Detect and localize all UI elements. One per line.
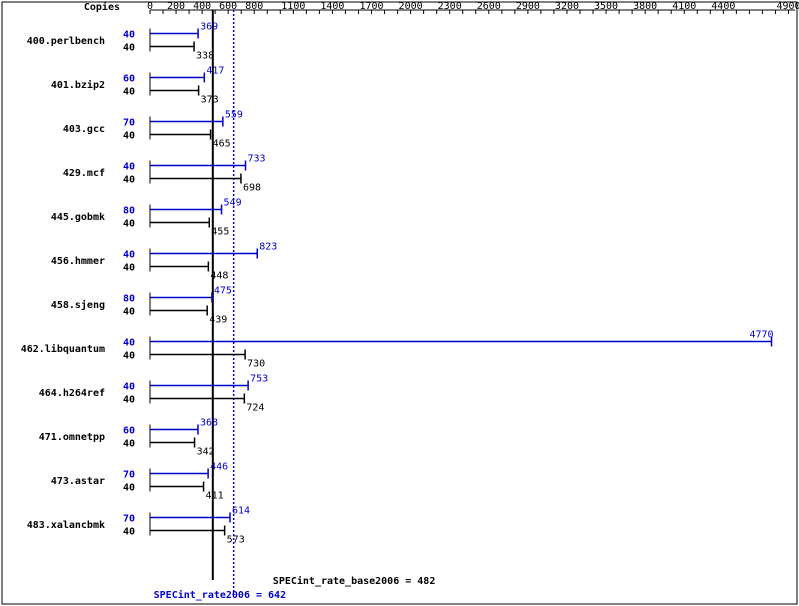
base-value-label: 455 (211, 227, 229, 238)
base-copies: 40 (123, 395, 135, 406)
benchmark-name: 445.gobmk (51, 212, 105, 223)
peak-copies: 40 (123, 162, 135, 173)
benchmark-name: 456.hmmer (51, 256, 105, 267)
base-value-label: 573 (227, 535, 245, 546)
base-value-label: 698 (243, 183, 261, 194)
peak-value-label: 733 (248, 154, 266, 165)
base-value-label: 724 (246, 403, 264, 414)
benchmark-name: 464.h264ref (39, 388, 105, 399)
base-copies: 40 (123, 175, 135, 186)
peak-copies: 40 (123, 30, 135, 41)
benchmark-name: 462.libquantum (21, 343, 105, 355)
benchmark-name: 403.gcc (63, 124, 105, 135)
peak-value-label: 369 (200, 22, 218, 33)
base-copies: 40 (123, 483, 135, 494)
peak-copies: 40 (123, 338, 135, 349)
benchmark-name: 400.perlbench (27, 36, 105, 47)
peak-copies: 70 (123, 514, 135, 525)
spec-chart: 0200400600800110014001700200023002600290… (0, 0, 799, 606)
base-copies: 40 (123, 263, 135, 274)
peak-copies: 80 (123, 294, 135, 305)
base-copies: 40 (123, 527, 135, 538)
base-value-label: 342 (197, 447, 215, 458)
benchmark-name: 429.mcf (63, 168, 105, 179)
peak-value-label: 614 (232, 506, 250, 517)
peak-value-label: 446 (210, 462, 228, 473)
peak-value-label: 753 (250, 374, 268, 385)
peak-value-label: 549 (224, 198, 242, 209)
peak-value-label: 559 (225, 110, 243, 121)
benchmark-name: 473.astar (51, 476, 105, 487)
benchmark-name: 401.bzip2 (51, 79, 105, 91)
ref-label-peak: SPECint_rate2006 = 642 (154, 589, 286, 601)
base-copies: 40 (123, 307, 135, 318)
base-copies: 40 (123, 131, 135, 142)
base-value-label: 448 (210, 271, 228, 282)
base-copies: 40 (123, 439, 135, 450)
peak-copies: 70 (123, 470, 135, 481)
peak-copies: 80 (123, 206, 135, 217)
peak-value-label: 368 (200, 418, 218, 429)
copies-header: Copies (84, 1, 120, 13)
peak-value-label: 4770 (749, 330, 773, 341)
base-copies: 40 (123, 219, 135, 230)
chart-border (2, 2, 797, 604)
base-value-label: 439 (209, 315, 227, 326)
benchmark-name: 471.omnetpp (39, 432, 105, 443)
peak-copies: 60 (123, 74, 135, 85)
benchmark-name: 458.sjeng (51, 299, 105, 311)
base-copies: 40 (123, 87, 135, 98)
base-value-label: 465 (213, 139, 231, 150)
peak-copies: 60 (123, 426, 135, 437)
base-value-label: 411 (206, 491, 224, 502)
base-value-label: 373 (201, 95, 219, 106)
base-value-label: 338 (196, 51, 214, 62)
base-copies: 40 (123, 351, 135, 362)
peak-value-label: 475 (214, 286, 232, 297)
peak-copies: 40 (123, 250, 135, 261)
ref-label-base: SPECint_rate_base2006 = 482 (273, 575, 436, 587)
peak-value-label: 417 (206, 66, 224, 77)
base-copies: 40 (123, 43, 135, 54)
peak-value-label: 823 (259, 242, 277, 253)
benchmark-name: 483.xalancbmk (27, 520, 105, 531)
peak-copies: 70 (123, 118, 135, 129)
peak-copies: 40 (123, 382, 135, 393)
base-value-label: 730 (247, 359, 265, 370)
